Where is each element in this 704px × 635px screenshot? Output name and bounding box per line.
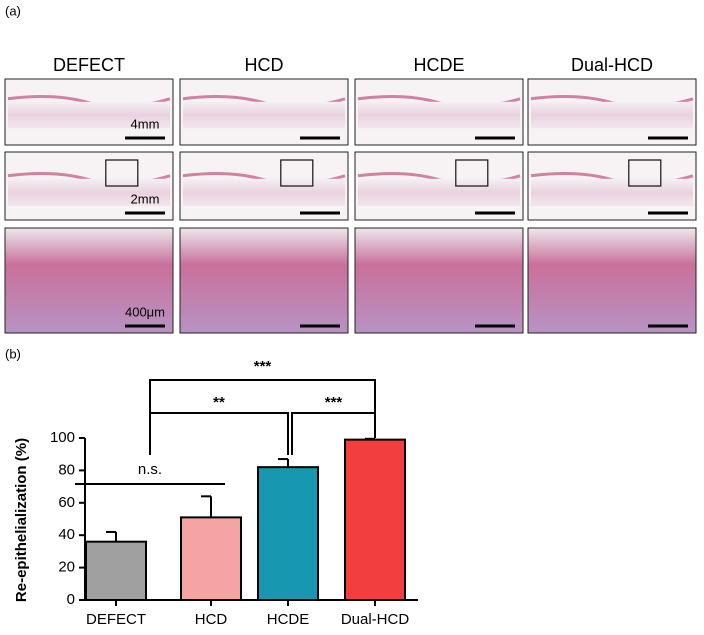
micrograph bbox=[527, 227, 697, 334]
bar bbox=[344, 438, 406, 601]
significance-bracket bbox=[149, 379, 376, 440]
column-header: DEFECT bbox=[53, 55, 125, 75]
y-tick-label: 0 bbox=[67, 591, 75, 608]
inset-box bbox=[628, 159, 662, 187]
significance-label: n.s. bbox=[138, 461, 162, 478]
scale-label: 4mm bbox=[131, 116, 160, 131]
significance-label: *** bbox=[254, 358, 272, 375]
x-tick-label: DEFECT bbox=[86, 611, 146, 628]
significance-bracket bbox=[149, 412, 289, 455]
tissue bbox=[358, 101, 520, 129]
y-tick-label: 80 bbox=[58, 461, 75, 478]
tissue bbox=[8, 178, 170, 206]
significance-label: *** bbox=[325, 394, 343, 411]
y-tick-label: 100 bbox=[50, 429, 75, 446]
x-tick-label: HCD bbox=[195, 611, 228, 628]
column-header: HCDE bbox=[413, 55, 464, 75]
y-tick-label: 20 bbox=[58, 559, 75, 576]
bar bbox=[180, 516, 242, 602]
inset-box bbox=[455, 159, 489, 187]
column-header: Dual-HCD bbox=[571, 55, 653, 75]
scale-label: 2mm bbox=[131, 191, 160, 206]
inset-box bbox=[280, 159, 314, 187]
tissue bbox=[183, 101, 345, 129]
y-axis-label: Re-epithelialization (%) bbox=[13, 438, 30, 602]
micrograph bbox=[179, 227, 349, 334]
x-tick-label: Dual-HCD bbox=[341, 611, 410, 628]
tissue bbox=[358, 178, 520, 206]
micrograph bbox=[4, 227, 174, 334]
column-header: HCD bbox=[245, 55, 284, 75]
tissue bbox=[531, 178, 693, 206]
x-tick-label: HCDE bbox=[267, 611, 310, 628]
y-tick-label: 60 bbox=[58, 494, 75, 511]
tissue bbox=[183, 178, 345, 206]
tissue bbox=[531, 101, 693, 129]
bar bbox=[85, 540, 147, 601]
bar bbox=[257, 466, 319, 601]
scale-label: 400μm bbox=[125, 304, 165, 319]
micrograph bbox=[354, 227, 524, 334]
significance-bracket bbox=[291, 412, 376, 455]
y-tick-label: 40 bbox=[58, 526, 75, 543]
panel-label: (a) bbox=[5, 3, 21, 18]
significance-label: ** bbox=[213, 394, 225, 411]
inset-box bbox=[105, 159, 139, 187]
tissue bbox=[8, 101, 170, 129]
panel-label: (b) bbox=[5, 346, 21, 361]
